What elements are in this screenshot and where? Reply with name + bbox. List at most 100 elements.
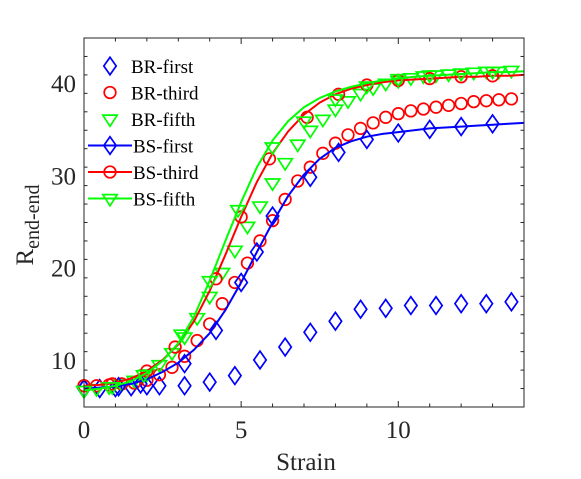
data-point-BR-fifth [314,114,332,129]
y-tick-label: 20 [51,256,76,283]
x-axis-title: Strain [276,449,336,476]
y-axis-title-main: R [12,249,39,266]
data-point-BR-third [391,106,405,121]
legend-label: BS-first [133,137,194,158]
data-point-BR-first [227,365,243,386]
series-BS-fifth [75,66,525,400]
data-point-BS-first [177,353,192,374]
data-point-BS-fifth [420,70,439,84]
data-point-BR-third [303,160,317,174]
legend-marker [102,55,118,77]
legend-item-BS-third: BS-third [88,163,199,184]
legend-label: BS-third [133,163,199,184]
data-point-BR-third [479,94,493,108]
data-point-BR-third [416,102,431,116]
data-point-BS-fifth [229,204,247,219]
data-point-BR-third [265,214,280,228]
data-point-BR-first [378,298,393,319]
legend-item-BS-first: BS-first [88,135,194,158]
data-point-BR-third [366,116,380,130]
data-point-BR-third [291,174,305,188]
x-tick-label: 5 [235,417,248,444]
data-point-BR-first [504,291,519,313]
legend-item-BR-fifth: BR-fifth [101,110,196,131]
data-point-BR-first [428,295,444,316]
data-point-BR-first [303,322,318,343]
legend-label: BS-fifth [133,190,196,211]
data-point-BS-first [233,272,249,293]
data-point-BS-fifth [452,68,470,82]
series-line-BS-first [83,121,525,390]
x-tick-label: 0 [78,417,91,444]
data-point-BS-first [331,142,346,163]
data-point-BS-fifth [103,382,122,396]
y-tick-label: 30 [51,163,76,190]
data-point-BR-third [454,96,468,111]
data-point-BR-first [177,375,192,397]
data-point-BR-third [341,128,355,142]
legend-marker [103,165,117,179]
y-tick-label: 10 [51,348,76,375]
data-point-BS-third [454,70,468,84]
data-point-BS-first [422,119,437,140]
data-point-BR-third [441,98,456,112]
data-point-BR-fifth [276,157,294,172]
data-point-BR-fifth [301,125,320,140]
data-point-BS-first [453,116,469,137]
data-point-BS-third [168,340,182,354]
legend-marker [102,135,118,156]
data-point-BR-fifth [351,88,370,103]
data-point-BS-first [208,320,224,341]
data-point-BS-first [391,122,406,144]
data-point-BS-fifth [326,94,345,108]
data-point-BR-third [492,93,506,107]
legend-label: BR-third [131,84,199,105]
data-point-BS-fifth [200,275,219,290]
legend-marker [101,114,119,128]
data-point-BS-first [485,113,500,135]
data-point-BR-first [252,349,268,371]
data-point-BR-fifth [263,178,282,192]
data-point-BR-third [467,95,481,109]
data-point-BS-third [262,152,277,166]
data-point-BS-fifth [263,142,282,156]
data-point-BR-first [403,295,419,316]
data-point-BR-first [453,293,469,314]
data-point-BS-third [485,69,500,83]
data-point-BR-first [152,375,167,397]
axes: 0 5 10 10 20 30 40 [51,37,525,444]
data-point-BR-first [353,298,368,320]
data-point-BR-third [353,121,368,136]
y-axis-title-sub: end-end [22,184,44,248]
data-point-BS-fifth [358,81,376,95]
legend-item-BS-fifth: BS-fifth [88,190,196,211]
series-BS-first [76,113,525,399]
series-line-BS-fifth [83,70,525,392]
data-point-BR-first [202,371,217,393]
data-point-BS-fifth [295,116,313,130]
data-point-BR-first [139,375,155,397]
series-layer [75,65,525,400]
legend-label: BR-fifth [131,110,196,131]
x-tick-label: 10 [386,417,411,444]
data-point-BR-first [328,310,343,332]
data-point-BS-first [359,129,375,150]
data-point-BR-fifth [251,201,269,215]
data-point-BR-first [277,336,293,358]
data-point-BR-fifth [288,139,307,154]
y-axis-title: Rend-end [12,184,44,265]
data-point-BR-fifth [226,245,244,260]
legend-item-BR-first: BR-first [102,55,194,78]
data-point-BS-fifth [172,329,191,344]
legend-label: BR-first [131,57,194,78]
data-point-BS-fifth [134,370,153,384]
data-point-BR-fifth [389,75,408,90]
data-point-BR-third [278,192,292,207]
data-point-BR-first [479,293,494,314]
legend-marker [103,85,117,100]
data-point-BR-fifth [238,221,257,236]
data-point-BS-third [423,71,437,86]
data-point-BS-first [265,205,280,227]
data-point-BR-third [152,368,167,382]
